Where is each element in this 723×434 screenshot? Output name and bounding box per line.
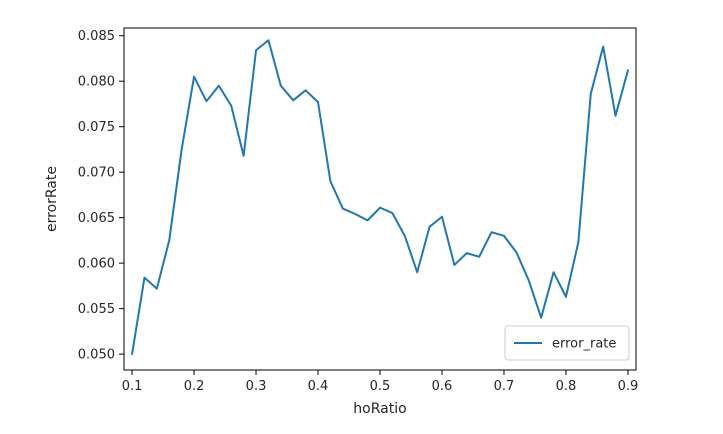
series-line-error-rate [131,39,629,356]
y-tick-label: 0.085 [78,29,115,44]
x-tick-label: 0.9 [618,379,639,394]
y-tick-label: 0.055 [78,302,115,317]
y-tick-label: 0.050 [78,348,115,363]
y-tick-label: 0.075 [78,120,115,135]
plot-frame [123,27,637,371]
y-tick-label: 0.060 [78,257,115,272]
x-tick-label: 0.4 [308,379,329,394]
x-tick-label: 0.3 [246,379,267,394]
legend-label-error-rate: error_rate [552,337,616,352]
y-tick-label: 0.065 [78,211,115,226]
y-axis-label: errorRate [44,166,60,232]
y-axis-ticks: 0.050 0.055 0.060 0.065 0.070 0.075 0.080 0.085 [78,29,124,363]
x-tick-label: 0.7 [494,379,515,394]
x-tick-label: 0.2 [184,379,205,394]
y-tick-label: 0.070 [78,166,115,181]
legend-box [504,325,630,361]
x-tick-label: 0.5 [370,379,391,394]
x-tick-label: 0.8 [556,379,577,394]
x-tick-label: 0.1 [122,379,143,394]
legend: error_rate [504,325,630,361]
x-axis-label: hoRatio [353,401,406,417]
series-lines [131,39,629,356]
x-tick-label: 0.6 [432,379,453,394]
y-tick-label: 0.080 [78,75,115,90]
x-axis-ticks: 0.1 0.2 0.3 0.4 0.5 0.6 0.7 0.8 0.9 [122,370,639,394]
axes [123,27,637,371]
